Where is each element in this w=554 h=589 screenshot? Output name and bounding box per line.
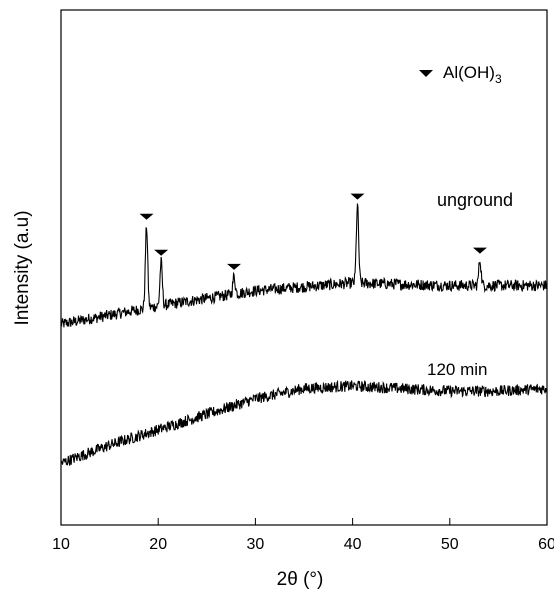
legend-triangle-icon	[419, 70, 433, 77]
peak-marker-1	[139, 213, 154, 220]
peak-marker-5	[472, 247, 487, 254]
peak-marker-2	[154, 249, 169, 256]
peak-marker-3	[227, 263, 242, 270]
y-axis-title: Intensity (a.u)	[12, 210, 33, 325]
x-axis-ticks: 10 20 30 40 50 60	[52, 518, 554, 553]
x-tick-label-40: 40	[344, 536, 362, 553]
peak-marker-4	[350, 193, 365, 200]
series-line-120-min	[60, 379, 548, 466]
series-layer	[60, 203, 548, 466]
x-tick-label-20: 20	[149, 536, 167, 553]
series-label-unground: unground	[437, 190, 513, 210]
x-tick-label-10: 10	[52, 536, 70, 553]
x-tick-label-60: 60	[538, 536, 554, 553]
plot-frame	[60, 9, 548, 526]
x-tick-label-30: 30	[247, 536, 265, 553]
x-axis-title: 2θ (°)	[277, 569, 324, 589]
series-line-unground	[60, 203, 548, 328]
x-tick-label-50: 50	[441, 536, 459, 553]
legend: Al(OH)3	[419, 63, 502, 86]
peak-markers	[139, 193, 487, 270]
legend-label: Al(OH)3	[443, 63, 502, 86]
series-label-120-min: 120 min	[427, 360, 487, 379]
